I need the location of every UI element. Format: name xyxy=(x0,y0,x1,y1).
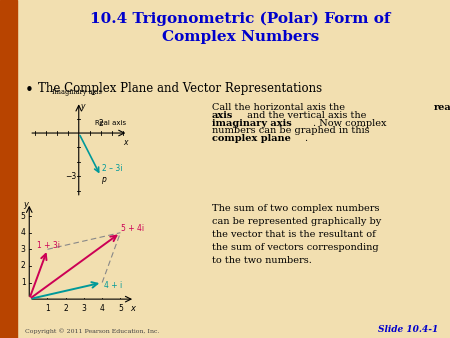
Text: x: x xyxy=(130,304,136,313)
Text: . Now complex: . Now complex xyxy=(313,119,386,128)
Text: The sum of two complex numbers
can be represented graphically by
the vector that: The sum of two complex numbers can be re… xyxy=(212,204,381,265)
Text: 2: 2 xyxy=(21,261,26,270)
Text: •: • xyxy=(25,83,34,98)
Text: x: x xyxy=(123,138,128,147)
Text: 4: 4 xyxy=(21,228,26,237)
Text: Call the horizontal axis the: Call the horizontal axis the xyxy=(212,103,347,112)
Text: Real axis: Real axis xyxy=(95,120,126,126)
Text: 4: 4 xyxy=(100,304,104,313)
Bar xyxy=(0,0,17,338)
Text: 1 + 3i: 1 + 3i xyxy=(37,241,60,250)
Text: 5: 5 xyxy=(21,212,26,221)
Text: numbers can be graphed in this: numbers can be graphed in this xyxy=(212,126,369,136)
Text: 5 + 4i: 5 + 4i xyxy=(122,224,144,233)
Text: 1: 1 xyxy=(45,304,50,313)
Text: 2 – 3i: 2 – 3i xyxy=(103,164,123,173)
Text: 2: 2 xyxy=(99,119,103,128)
Text: The Complex Plane and Vector Representations: The Complex Plane and Vector Representat… xyxy=(38,82,322,95)
Text: Imaginary axis: Imaginary axis xyxy=(52,88,102,96)
Text: complex plane: complex plane xyxy=(212,134,290,143)
Text: y: y xyxy=(23,200,28,209)
Text: imaginary axis: imaginary axis xyxy=(212,119,291,128)
Text: axis: axis xyxy=(212,111,233,120)
Text: 3: 3 xyxy=(81,304,86,313)
Text: p: p xyxy=(101,175,106,184)
Text: Slide 10.4-1: Slide 10.4-1 xyxy=(378,325,439,334)
Text: 2: 2 xyxy=(63,304,68,313)
Text: real: real xyxy=(434,103,450,112)
Text: y: y xyxy=(81,102,85,111)
Text: 4 + i: 4 + i xyxy=(104,281,122,290)
Text: Copyright © 2011 Pearson Education, Inc.: Copyright © 2011 Pearson Education, Inc. xyxy=(25,328,159,334)
Text: and the vertical axis the: and the vertical axis the xyxy=(244,111,367,120)
Text: .: . xyxy=(304,134,307,143)
Text: 1: 1 xyxy=(21,278,26,287)
Text: 10.4 Trigonometric (Polar) Form of
Complex Numbers: 10.4 Trigonometric (Polar) Form of Compl… xyxy=(90,12,391,44)
Text: −3: −3 xyxy=(65,172,76,181)
Text: 3: 3 xyxy=(21,245,26,254)
Text: 5: 5 xyxy=(118,304,123,313)
